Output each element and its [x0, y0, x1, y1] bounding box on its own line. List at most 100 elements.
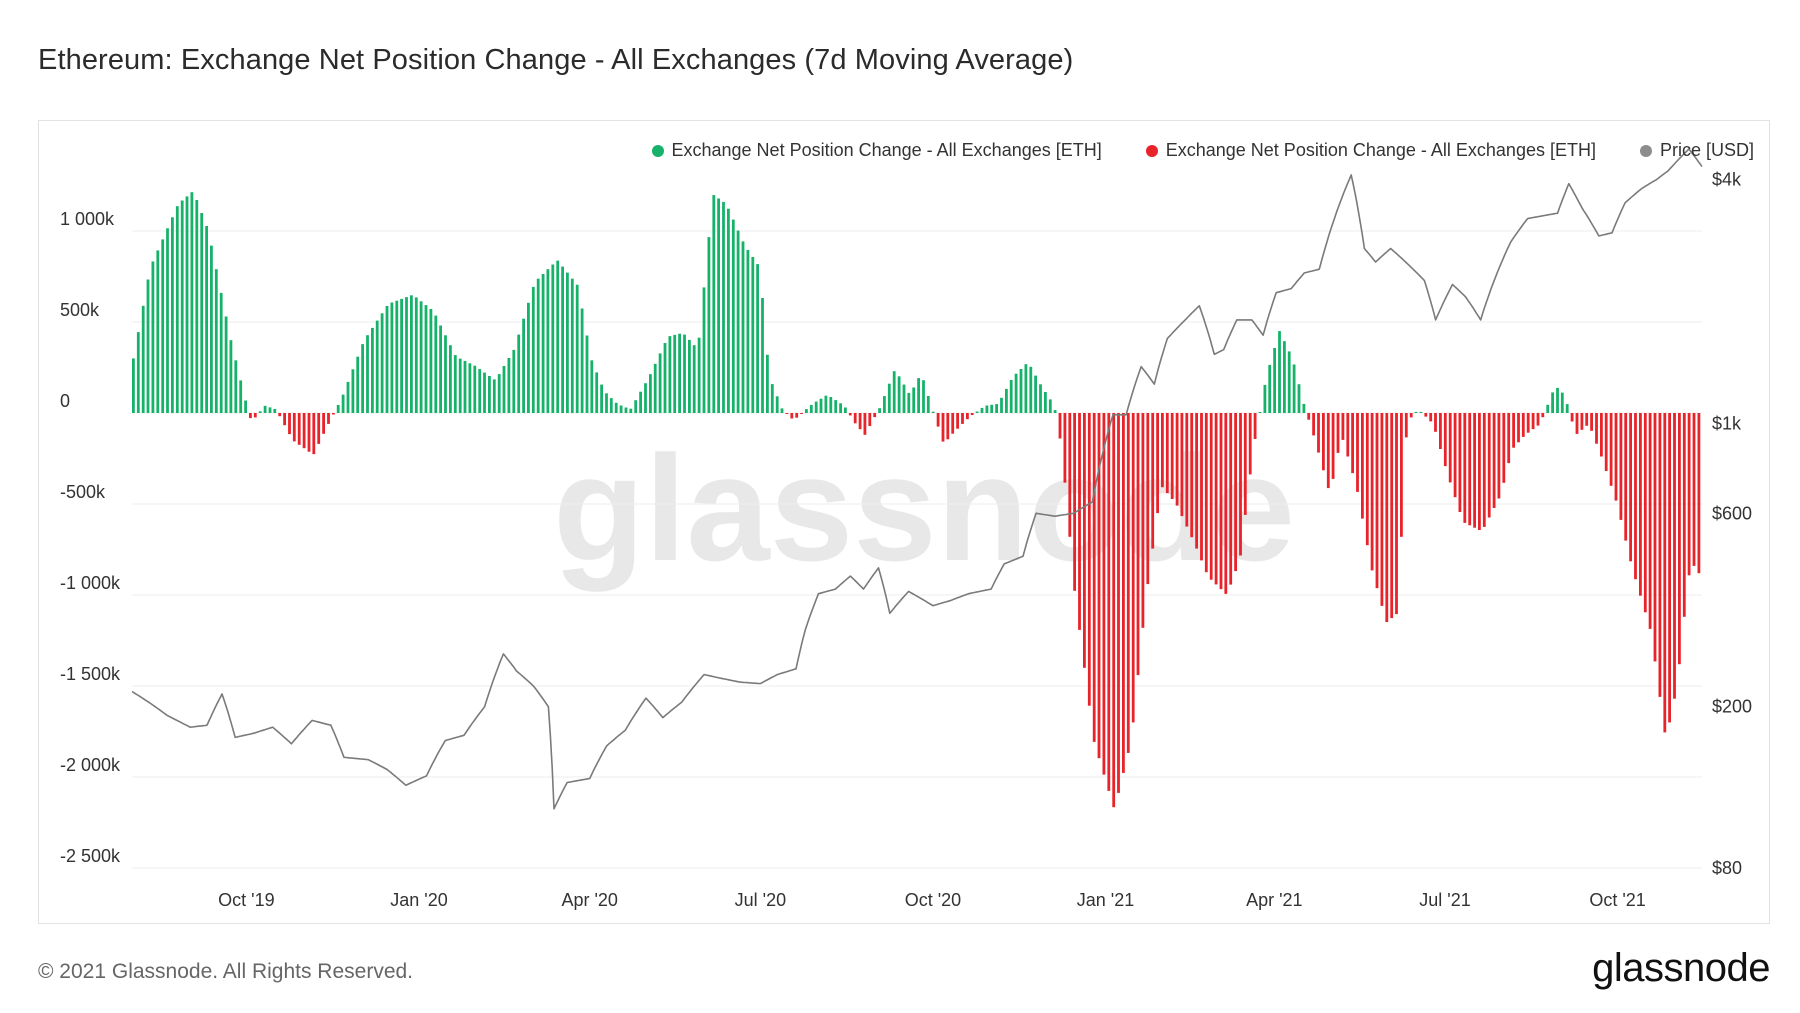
bar-negative [1312, 413, 1315, 436]
bar-positive [336, 405, 340, 413]
bar-positive [824, 395, 828, 413]
bar-positive [917, 378, 920, 413]
bar-negative [1165, 413, 1169, 494]
bar-negative [936, 413, 940, 427]
legend-item-negative[interactable]: Exchange Net Position Change - All Excha… [1145, 140, 1596, 161]
bar-positive [1268, 364, 1272, 413]
bar-positive [205, 226, 208, 413]
bar-positive [458, 358, 462, 413]
bar-positive [434, 315, 438, 413]
bar-positive [1263, 384, 1267, 413]
bar-negative [1687, 413, 1691, 576]
bar-negative [1663, 413, 1667, 733]
bar-negative [1161, 413, 1164, 488]
bar-positive [575, 284, 579, 413]
bar-positive [722, 201, 725, 413]
bar-positive [171, 217, 174, 413]
bar-negative [1326, 413, 1330, 489]
bar-positive [751, 257, 755, 413]
bar-positive [736, 230, 740, 413]
bar-positive [692, 345, 696, 413]
bar-negative [1521, 413, 1525, 437]
bar-positive [531, 286, 535, 413]
bar-positive [341, 394, 345, 413]
bar-negative [302, 413, 306, 449]
bar-negative [873, 413, 877, 418]
y-right-tick-label: $4k [1712, 169, 1742, 189]
bar-negative [292, 413, 296, 442]
bar-negative [1673, 413, 1676, 699]
y-left-tick-label: -1 500k [60, 664, 121, 684]
bar-negative [1175, 413, 1179, 506]
bar-negative [1653, 413, 1657, 662]
bar-negative [1409, 413, 1413, 418]
bar-negative [1214, 413, 1218, 585]
bar-positive [190, 192, 194, 413]
bar-positive [775, 396, 779, 413]
bar-positive [1292, 364, 1296, 413]
bar-negative [1112, 413, 1116, 808]
bar-negative [1170, 413, 1174, 499]
bar-negative [1336, 413, 1340, 453]
bar-positive [902, 384, 906, 413]
watermark: glassnode [553, 424, 1295, 592]
legend-item-positive[interactable]: Exchange Net Position Change - All Excha… [651, 140, 1102, 161]
bar-negative [1458, 413, 1462, 512]
bar-negative [1478, 413, 1481, 530]
bar-negative [1668, 413, 1671, 723]
bar-positive [151, 261, 155, 413]
bar-negative [1507, 413, 1511, 464]
bar-negative [288, 413, 291, 435]
bar-positive [717, 198, 720, 413]
bar-negative [848, 413, 852, 416]
bar-positive [1044, 392, 1047, 413]
bar-negative [1570, 413, 1574, 422]
bar-positive [634, 400, 638, 413]
bar-positive [556, 260, 560, 413]
copyright: © 2021 Glassnode. All Rights Reserved. [38, 960, 414, 983]
left-axis: 1 000k 500k 0 -500k -1 000k -1 500k -2 000k -2 … [60, 209, 121, 866]
bar-negative [868, 413, 872, 426]
bar-positive [741, 241, 745, 413]
bar-positive [161, 239, 165, 413]
bar-positive [405, 297, 408, 413]
bar-negative [1614, 413, 1618, 501]
bar-negative [1219, 413, 1223, 590]
bar-negative [1400, 413, 1403, 537]
bar-positive [1278, 331, 1281, 413]
bar-positive [449, 345, 452, 413]
bar-positive [561, 266, 564, 413]
legend-item-price[interactable]: Price [USD] [1639, 140, 1754, 161]
glassnode-logo[interactable]: glassnode [1592, 946, 1770, 990]
bar-negative [297, 413, 301, 445]
bar-positive [1009, 380, 1013, 413]
bar-positive [619, 405, 623, 413]
bar-positive [239, 380, 243, 413]
legend-label-price: Price [USD] [1659, 140, 1754, 160]
bar-positive [522, 318, 525, 413]
bar-negative [1185, 413, 1189, 527]
bar-positive [419, 301, 423, 413]
x-tick-label: Oct '20 [905, 890, 961, 910]
bar-positive [697, 337, 701, 413]
bar-negative [1385, 413, 1389, 622]
bar-positive [229, 340, 233, 413]
bar-positive [195, 200, 199, 413]
bar-negative [1322, 413, 1325, 471]
bar-positive [546, 269, 550, 413]
bar-positive [673, 334, 677, 413]
bar-negative [1390, 413, 1394, 619]
bar-negative [1541, 413, 1545, 418]
bar-negative [1136, 413, 1140, 676]
bar-positive [210, 245, 213, 413]
bar-positive [268, 407, 272, 413]
bar-negative [1595, 413, 1598, 444]
bar-negative [1068, 413, 1072, 537]
bar-negative [1131, 413, 1135, 723]
legend-label-positive: Exchange Net Position Change - All Excha… [671, 140, 1102, 160]
bar-negative [970, 413, 974, 415]
bar-negative [1692, 413, 1696, 566]
bar-positive [912, 387, 916, 413]
bar-negative [946, 413, 950, 440]
bar-positive [507, 358, 511, 413]
